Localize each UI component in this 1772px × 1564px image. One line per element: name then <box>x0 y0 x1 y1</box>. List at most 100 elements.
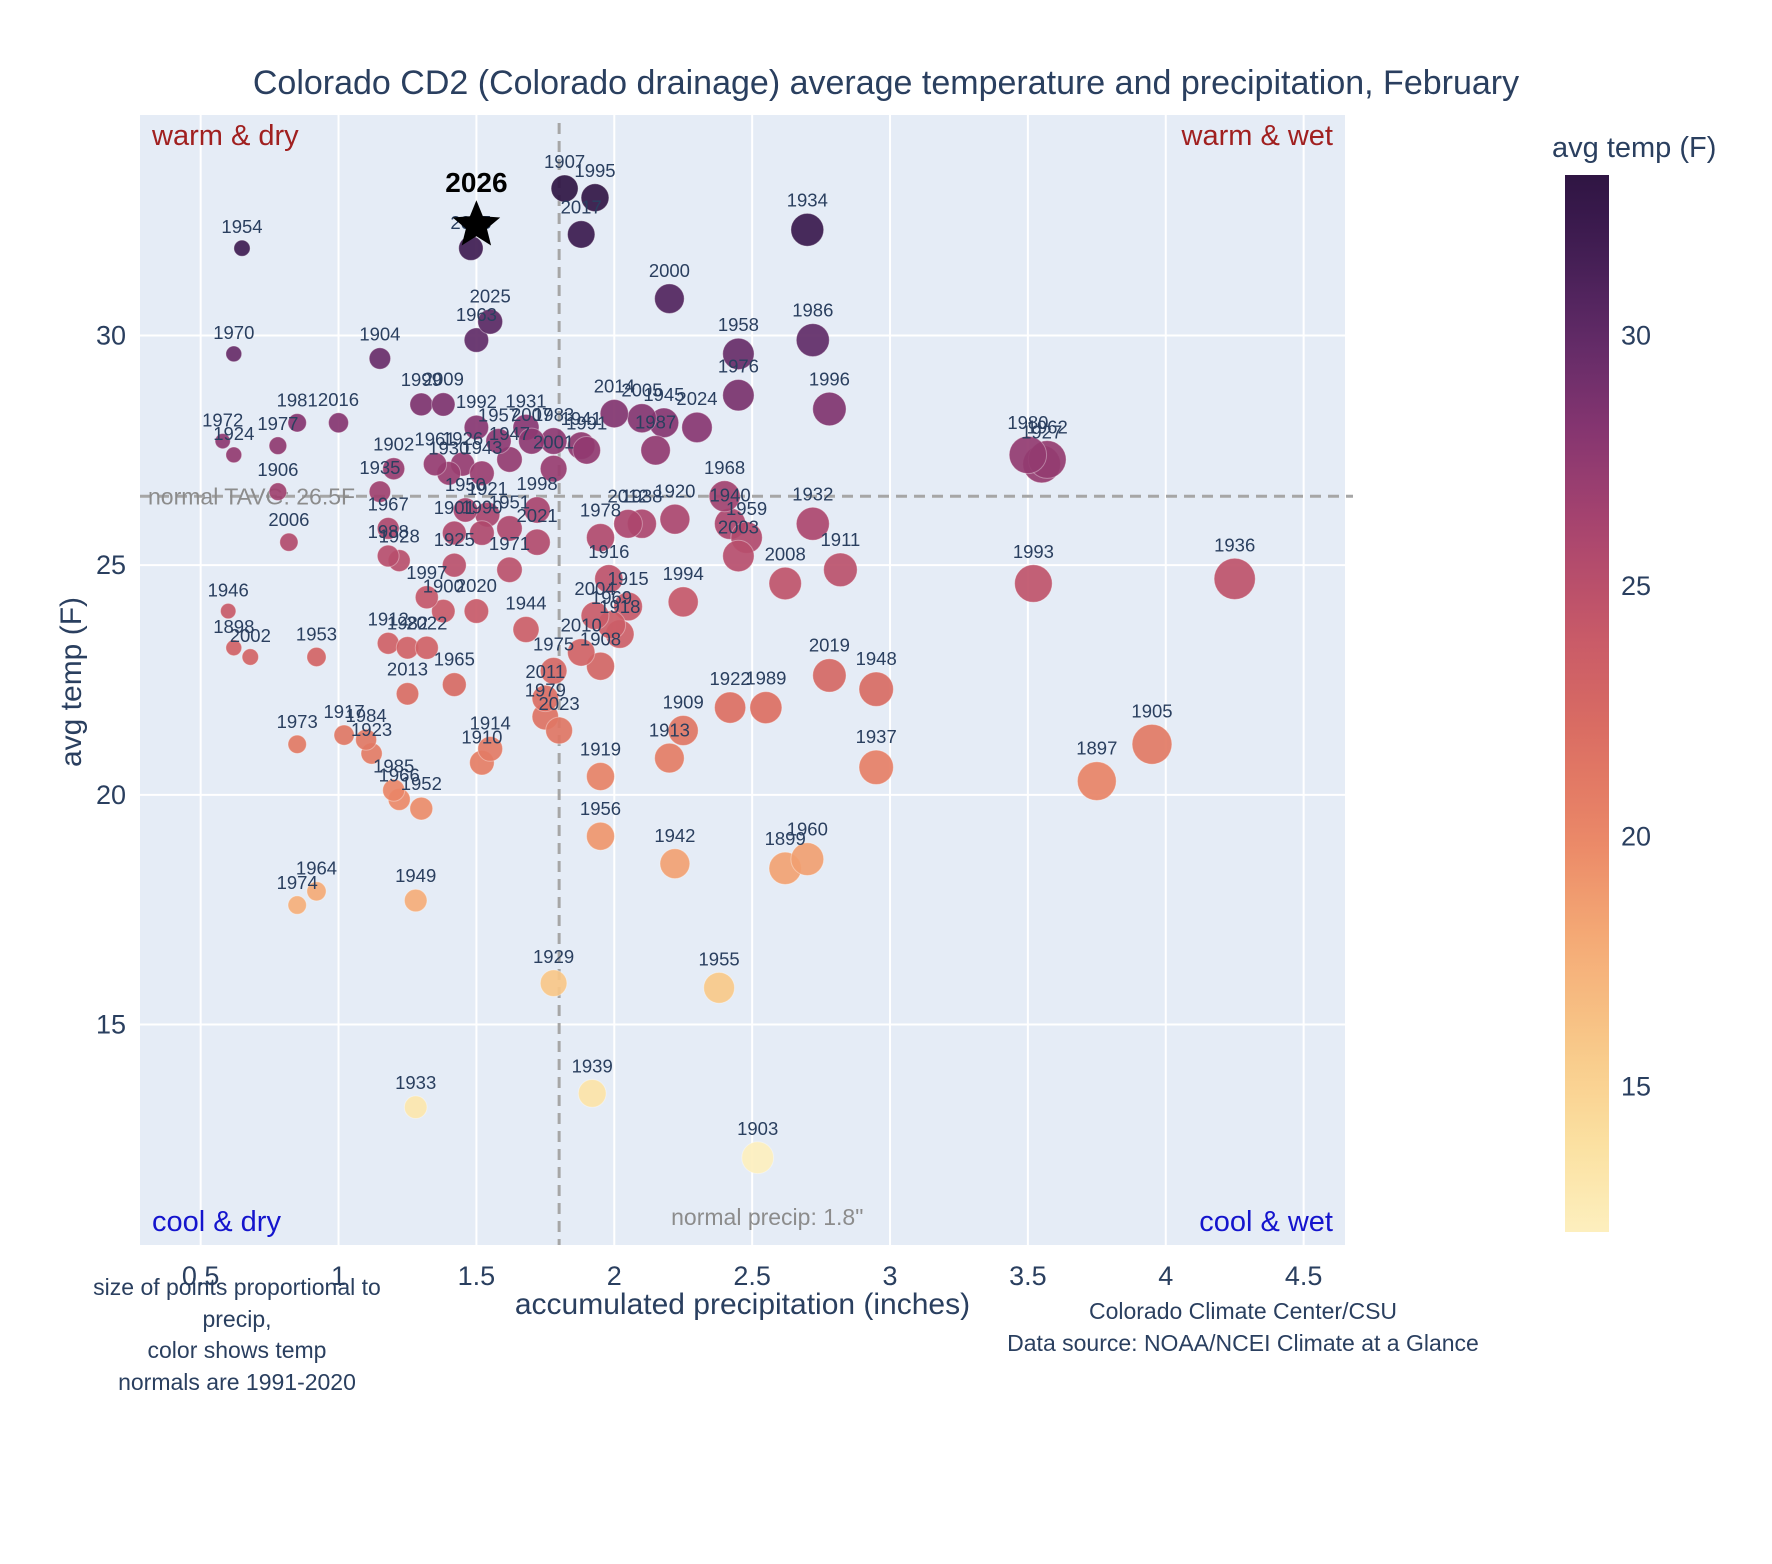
year-label: 2009 <box>423 369 464 390</box>
year-label: 1961 <box>414 429 455 450</box>
year-label: 1946 <box>208 579 249 600</box>
data-point <box>268 482 288 502</box>
data-point <box>409 392 434 417</box>
year-label: 1969 <box>591 587 632 608</box>
data-point <box>306 881 327 902</box>
data-point <box>667 715 699 746</box>
data-point <box>382 778 406 802</box>
year-label: 2012 <box>608 486 649 507</box>
data-point <box>572 436 602 465</box>
data-point <box>214 433 231 450</box>
year-label: 2019 <box>809 635 850 656</box>
year-label: 1932 <box>792 483 833 504</box>
data-point <box>225 345 243 363</box>
data-point <box>368 480 392 503</box>
data-point <box>1131 723 1173 765</box>
x-tick-label: 3.5 <box>1009 1261 1047 1291</box>
year-label: 1925 <box>434 529 475 550</box>
star-marker-2026 <box>452 200 501 246</box>
year-label: 1966 <box>379 764 420 785</box>
year-label: 2000 <box>649 260 690 281</box>
quadrant-warm-dry: warm & dry <box>151 120 299 152</box>
data-point <box>659 848 691 880</box>
year-label: 1941 <box>561 408 602 429</box>
year-label: 1899 <box>765 828 806 849</box>
year-label: 1967 <box>368 494 409 515</box>
year-label: 1897 <box>1076 738 1117 759</box>
year-label: 1937 <box>856 726 897 747</box>
quadrant-cool-wet: cool & wet <box>1199 1206 1333 1238</box>
data-point <box>1213 557 1256 601</box>
data-point <box>441 520 467 546</box>
year-label: 1986 <box>792 300 833 321</box>
x-tick-label: 2 <box>607 1261 622 1291</box>
y-tick-label: 30 <box>96 320 126 350</box>
year-label: 2004 <box>574 578 615 599</box>
data-point <box>431 392 456 417</box>
year-label: 1923 <box>351 719 392 740</box>
data-point <box>518 427 546 455</box>
data-point <box>409 796 434 821</box>
year-label: 2006 <box>268 509 309 530</box>
data-point <box>567 638 596 667</box>
year-label: 1975 <box>533 634 574 655</box>
data-point <box>1014 564 1053 603</box>
year-label: 1997 <box>406 562 447 583</box>
data-point <box>287 734 307 754</box>
data-point <box>431 598 456 624</box>
year-label: 2021 <box>517 505 558 526</box>
year-label: 2014 <box>594 375 635 396</box>
data-point <box>355 728 378 751</box>
quadrant-warm-wet: warm & wet <box>1181 120 1333 152</box>
footnote-line: normals are 1991-2020 <box>118 1369 356 1396</box>
x-axis-title: accumulated precipitation (inches) <box>514 1288 971 1321</box>
year-label: 1913 <box>649 719 690 740</box>
data-point <box>403 888 428 913</box>
year-label: 1917 <box>324 701 365 722</box>
year-label: 1935 <box>359 457 400 478</box>
data-point <box>654 283 685 315</box>
year-label: 1974 <box>277 872 318 893</box>
year-label: 1996 <box>809 368 850 389</box>
data-point <box>463 598 490 624</box>
year-label: 1933 <box>395 1072 436 1093</box>
year-label: 1930 <box>428 438 469 459</box>
year-label: 1912 <box>368 608 409 629</box>
data-point <box>422 452 448 477</box>
year-label: 1973 <box>277 711 318 732</box>
year-label: 1921 <box>467 478 508 499</box>
year-label: 1940 <box>710 484 751 505</box>
quadrant-cool-dry: cool & dry <box>152 1206 281 1238</box>
x-tick-label: 1.5 <box>458 1261 496 1291</box>
data-point <box>795 506 830 541</box>
year-label: 2017 <box>561 197 602 218</box>
data-point <box>703 971 735 1004</box>
credit-line: Colorado Climate Center/CSU <box>1088 1298 1398 1324</box>
year-label: 1943 <box>461 437 502 458</box>
data-point <box>241 648 260 666</box>
data-point <box>768 566 802 601</box>
data-point <box>586 651 615 681</box>
year-label: 1979 <box>525 680 566 701</box>
footnote-source: Colorado Climate Center/CSU Data source:… <box>963 1296 1523 1359</box>
year-label: 2002 <box>230 625 271 646</box>
data-point <box>654 742 685 774</box>
normal-tavg-label: normal TAVG: 26.5F <box>148 483 355 509</box>
year-label: 2024 <box>676 388 717 409</box>
data-point <box>469 520 495 546</box>
colorbar-tick-label: 20 <box>1621 821 1651 851</box>
year-label: 1909 <box>663 692 704 713</box>
data-point <box>790 212 825 247</box>
year-label: 1970 <box>213 322 254 343</box>
footnote-line: size of points proportional to precip, <box>93 1274 381 1332</box>
data-point <box>382 457 406 481</box>
data-point <box>441 672 467 697</box>
year-label: 1978 <box>580 500 621 521</box>
year-label: 1949 <box>395 865 436 886</box>
data-point <box>858 749 894 785</box>
data-point <box>452 497 478 523</box>
data-point <box>594 564 624 594</box>
data-point <box>749 691 783 725</box>
year-label: 2023 <box>539 693 580 714</box>
